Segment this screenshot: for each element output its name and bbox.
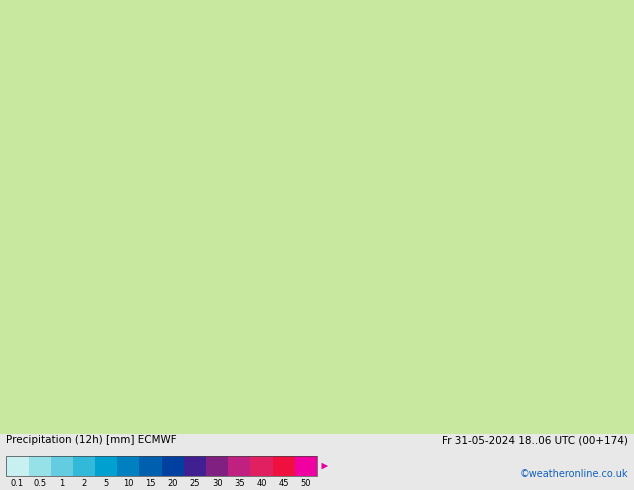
Text: 45: 45 <box>278 479 289 489</box>
Text: 10: 10 <box>123 479 134 489</box>
Bar <box>228 456 250 476</box>
Bar <box>139 456 162 476</box>
Text: 5: 5 <box>103 479 109 489</box>
Bar <box>95 456 117 476</box>
Text: Fr 31-05-2024 18..06 UTC (00+174): Fr 31-05-2024 18..06 UTC (00+174) <box>442 435 628 445</box>
Bar <box>184 456 206 476</box>
Bar <box>295 456 317 476</box>
Bar <box>6 456 29 476</box>
Text: 50: 50 <box>301 479 311 489</box>
Bar <box>273 456 295 476</box>
Bar <box>162 456 184 476</box>
Text: 1: 1 <box>59 479 65 489</box>
Text: 2: 2 <box>81 479 87 489</box>
Text: 35: 35 <box>234 479 245 489</box>
Bar <box>206 456 228 476</box>
Text: 0.5: 0.5 <box>33 479 46 489</box>
Text: 0.1: 0.1 <box>11 479 24 489</box>
Text: 15: 15 <box>145 479 156 489</box>
Text: 40: 40 <box>256 479 267 489</box>
Text: 20: 20 <box>167 479 178 489</box>
Bar <box>51 456 73 476</box>
Bar <box>6 456 317 476</box>
Text: 25: 25 <box>190 479 200 489</box>
Text: ©weatheronline.co.uk: ©weatheronline.co.uk <box>519 468 628 479</box>
Text: 30: 30 <box>212 479 223 489</box>
Bar <box>250 456 273 476</box>
Bar <box>29 456 51 476</box>
Text: Precipitation (12h) [mm] ECMWF: Precipitation (12h) [mm] ECMWF <box>6 435 177 445</box>
Bar <box>117 456 139 476</box>
Bar <box>73 456 95 476</box>
